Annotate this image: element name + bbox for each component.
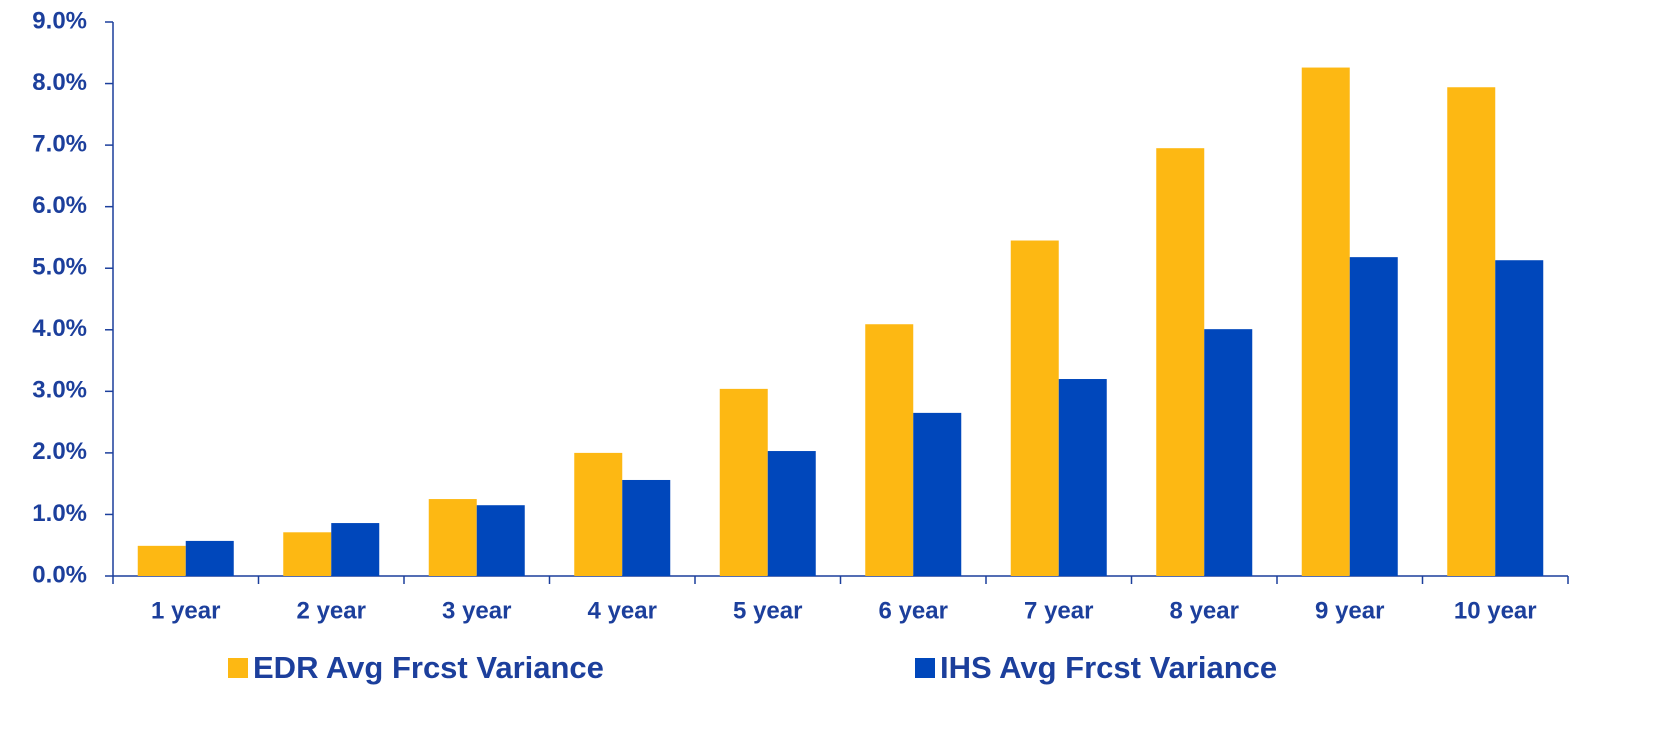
bar	[1204, 329, 1253, 576]
x-tick-label: 4 year	[588, 597, 657, 624]
bar	[331, 523, 380, 576]
y-tick-label: 4.0%	[32, 315, 87, 342]
x-tick-label: 8 year	[1170, 597, 1239, 624]
y-tick-label: 7.0%	[32, 130, 87, 157]
x-tick-label: 1 year	[151, 597, 220, 624]
bar	[913, 412, 962, 576]
y-tick-label: 0.0%	[32, 561, 87, 588]
y-tick-label: 9.0%	[32, 7, 87, 34]
bar	[719, 388, 768, 576]
legend-swatch	[228, 658, 248, 678]
bar	[622, 479, 671, 576]
bar	[767, 451, 816, 576]
x-tick-label: 5 year	[733, 597, 802, 624]
bar	[574, 452, 623, 576]
x-tick-label: 3 year	[442, 597, 511, 624]
y-tick-label: 5.0%	[32, 254, 87, 281]
bar	[137, 545, 186, 576]
bar	[476, 505, 525, 576]
x-tick-label: 10 year	[1454, 597, 1537, 624]
y-tick-label: 1.0%	[32, 500, 87, 527]
y-tick-label: 2.0%	[32, 438, 87, 465]
bar	[1301, 67, 1350, 576]
bar	[1156, 148, 1205, 576]
bar	[865, 324, 914, 576]
x-tick-label: 9 year	[1315, 597, 1384, 624]
legend-swatch	[915, 658, 935, 678]
bar	[428, 499, 477, 576]
bar	[1349, 257, 1398, 576]
bar	[185, 540, 234, 576]
bar	[1010, 240, 1059, 576]
x-tick-label: 2 year	[297, 597, 366, 624]
legend-label: IHS Avg Frcst Variance	[940, 650, 1277, 685]
y-tick-label: 8.0%	[32, 69, 87, 96]
bar	[1495, 260, 1544, 576]
bar	[1058, 379, 1107, 576]
x-tick-label: 7 year	[1024, 597, 1093, 624]
y-tick-label: 3.0%	[32, 377, 87, 404]
x-tick-label: 6 year	[879, 597, 948, 624]
bar	[1447, 87, 1496, 576]
legend-label: EDR Avg Frcst Variance	[253, 650, 604, 685]
bar	[283, 532, 332, 576]
y-tick-label: 6.0%	[32, 192, 87, 219]
